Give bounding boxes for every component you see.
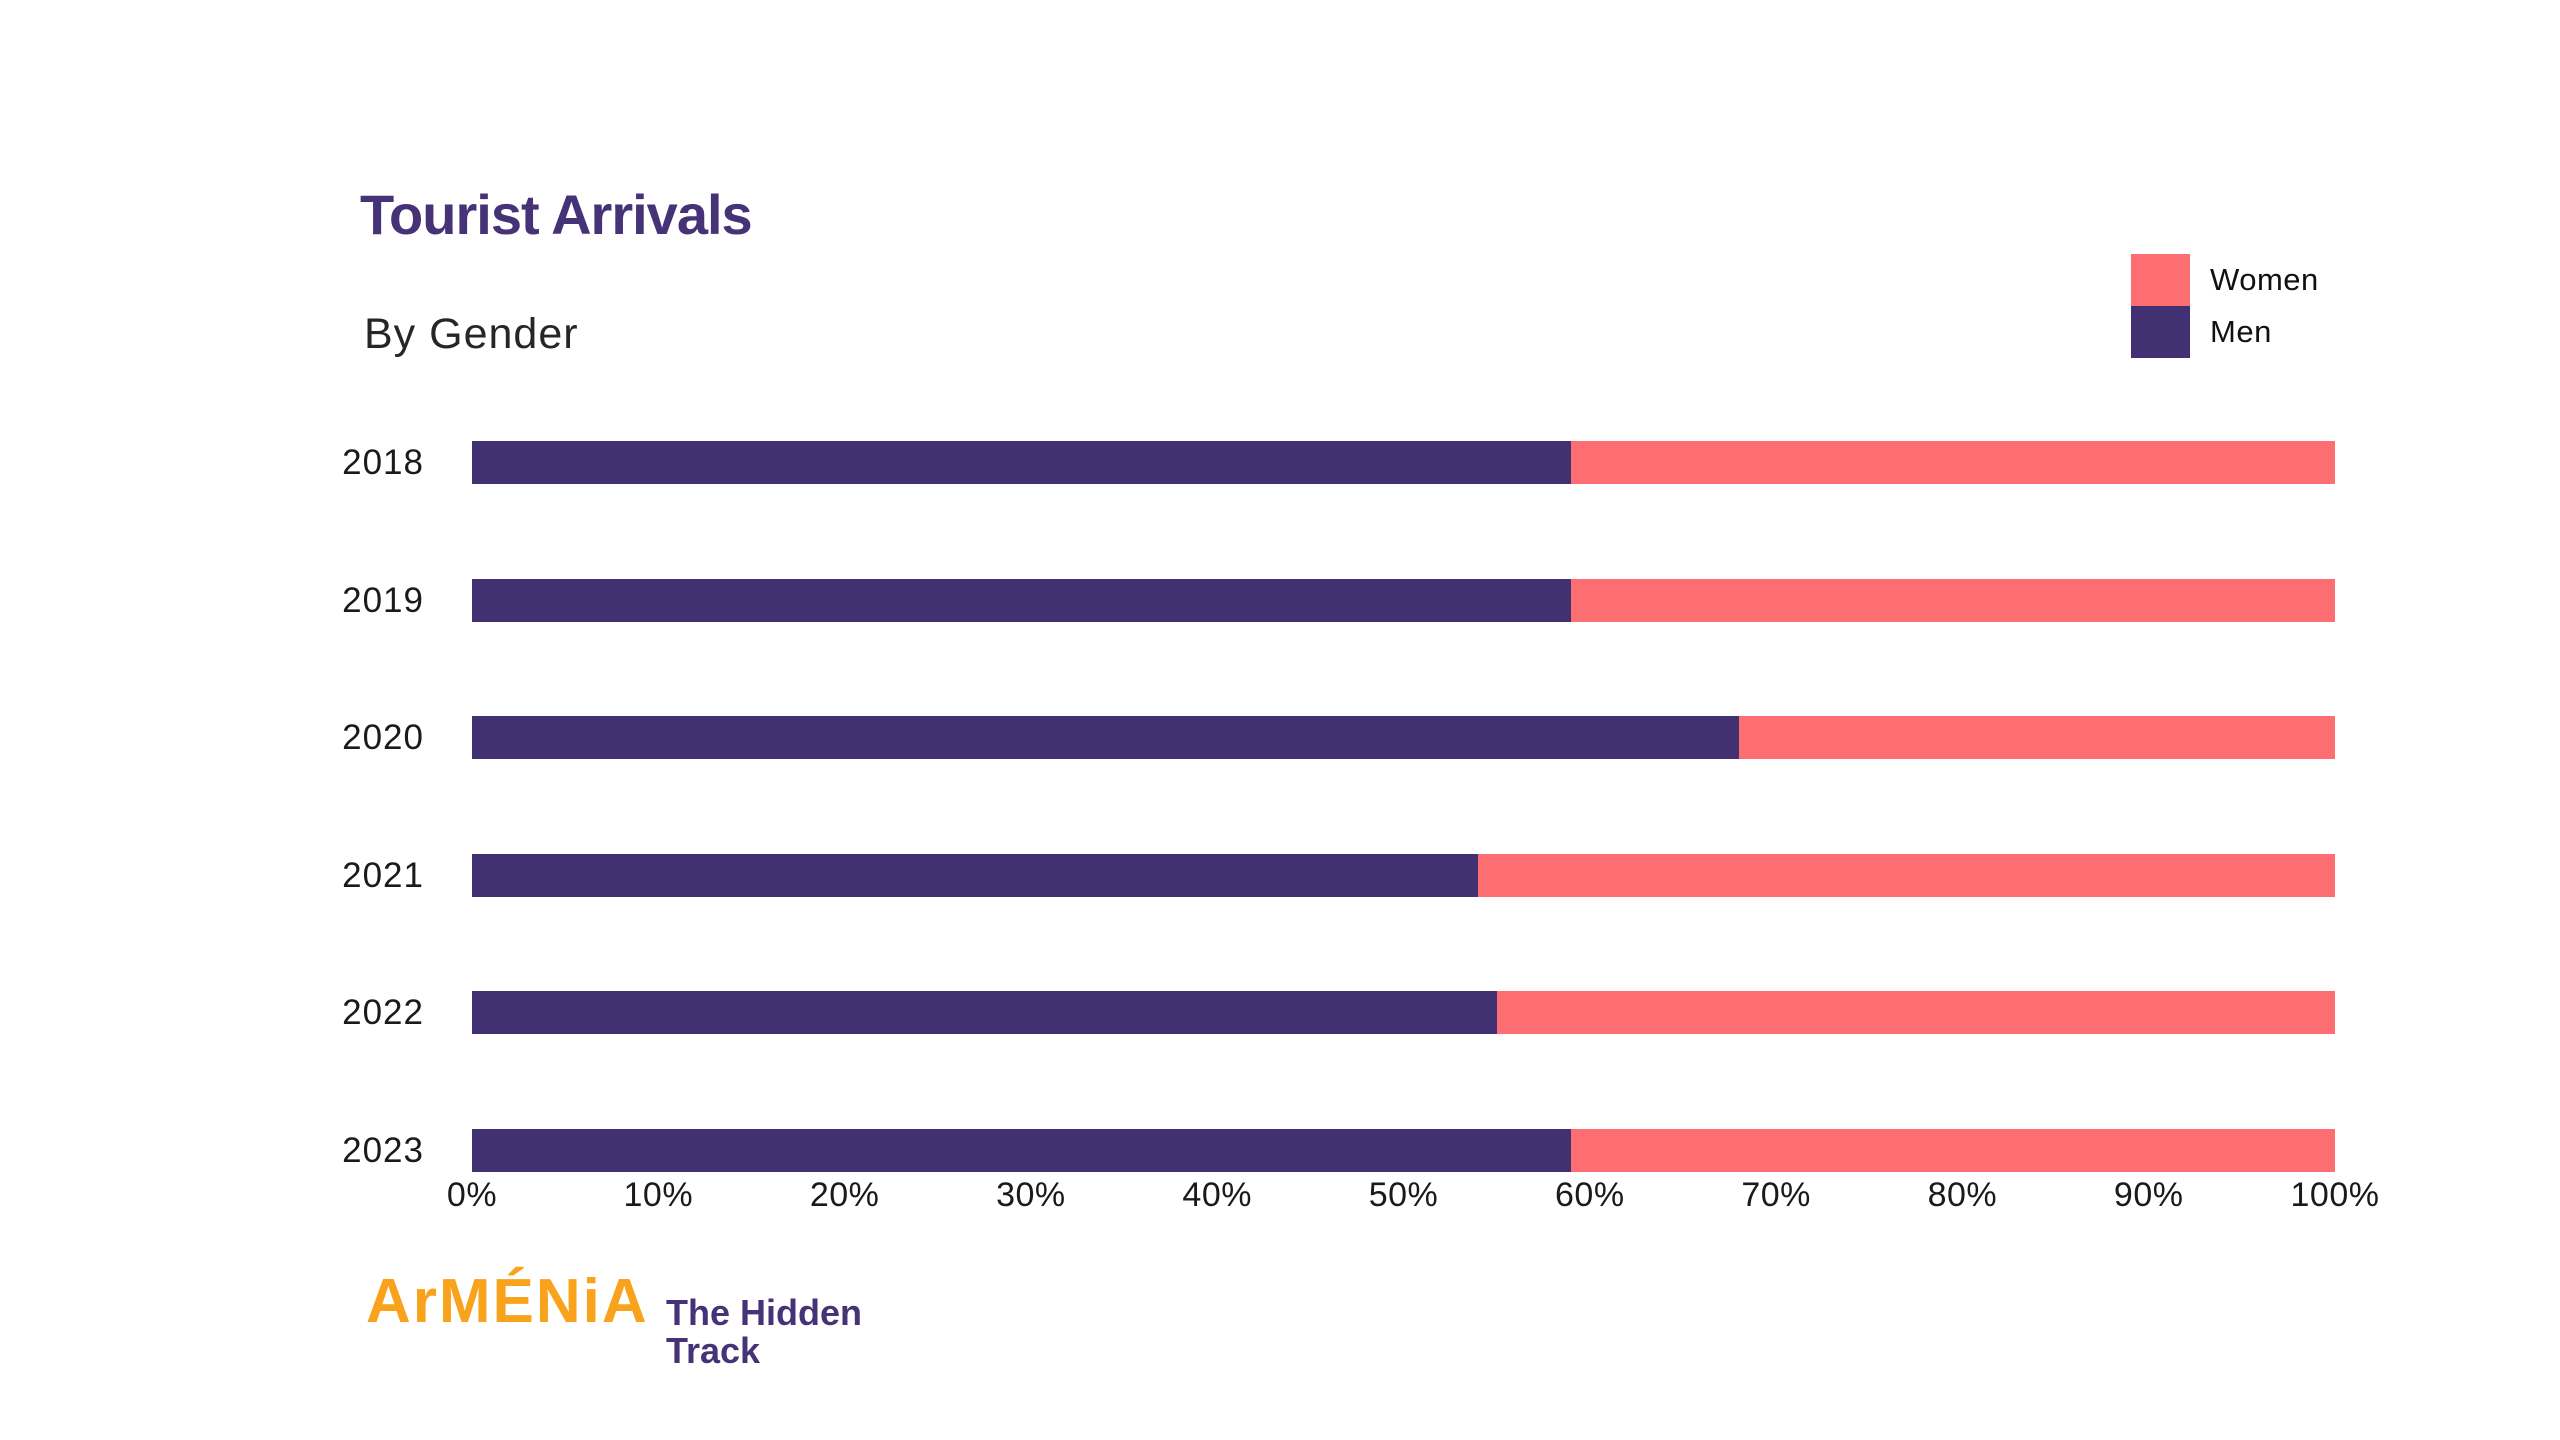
bar-row-2018 (472, 441, 2335, 484)
bar-segment-men-2021 (472, 853, 1479, 897)
legend-label: Women (2210, 262, 2319, 297)
year-label-2021: 2021 (342, 855, 424, 895)
brand-tagline-line1: The Hidden (666, 1292, 862, 1333)
bar-row-2023 (472, 1128, 2335, 1172)
bar-segment-men-2019 (472, 578, 1572, 622)
bar-segment-men-2022 (472, 991, 1497, 1034)
legend-item-men: Men (2131, 306, 2319, 358)
bar-row-2022 (472, 991, 2335, 1034)
year-label-2020: 2020 (342, 718, 424, 757)
brand-tagline-line2: Track (666, 1330, 761, 1371)
year-label-2018: 2018 (342, 443, 424, 482)
bar-row-2021 (472, 853, 2335, 897)
year-label-2019: 2019 (342, 580, 424, 620)
legend-item-women: Women (2131, 254, 2319, 306)
x-tick-20: 20% (809, 1176, 880, 1214)
bar-segment-men-2018 (472, 441, 1572, 484)
x-tick-80: 80% (1927, 1176, 1998, 1214)
legend-swatch-women (2131, 254, 2190, 306)
x-tick-30: 30% (996, 1176, 1066, 1214)
x-tick-10: 10% (623, 1176, 694, 1214)
x-axis-labels: 0% 10% 20% 30% 40% 50% 60% 70% 80% 90% 100% (447, 1176, 2379, 1220)
bar-segment-women-2023 (1571, 1128, 2335, 1172)
bar-segment-women-2018 (1571, 441, 2335, 484)
x-tick-50: 50% (1368, 1176, 1439, 1214)
bar-segment-women-2019 (1571, 578, 2335, 622)
brand-logo-tagline: The Hidden Track (666, 1294, 862, 1370)
x-tick-100: 100% (2290, 1176, 2380, 1214)
brand-logo-armenia: ArMÉNiA (366, 1267, 649, 1336)
bar-segment-women-2022 (1496, 991, 2335, 1034)
year-label-2022: 2022 (342, 993, 424, 1032)
y-axis-labels: 2018 2019 2020 2021 2022 2023 (250, 441, 424, 1170)
bar-segment-women-2020 (1738, 716, 2335, 759)
x-tick-60: 60% (1555, 1176, 1625, 1214)
x-tick-0: 0% (446, 1176, 498, 1214)
bar-segment-men-2023 (472, 1128, 1572, 1172)
x-tick-40: 40% (1182, 1176, 1252, 1214)
x-tick-90: 90% (2113, 1176, 2184, 1214)
chart-title: Tourist Arrivals (360, 183, 753, 246)
bar-segment-women-2021 (1478, 853, 2335, 897)
year-label-2023: 2023 (342, 1130, 424, 1170)
chart-subtitle: By Gender (364, 310, 579, 358)
bar-row-2019 (472, 578, 2335, 622)
legend: Women Men (2131, 254, 2319, 358)
legend-swatch-men (2131, 306, 2190, 358)
bar-segment-men-2020 (472, 716, 1739, 759)
bar-row-2020 (472, 716, 2335, 759)
x-tick-70: 70% (1741, 1176, 1811, 1214)
bar-plot-area (472, 441, 2335, 1172)
legend-label: Men (2210, 314, 2272, 349)
